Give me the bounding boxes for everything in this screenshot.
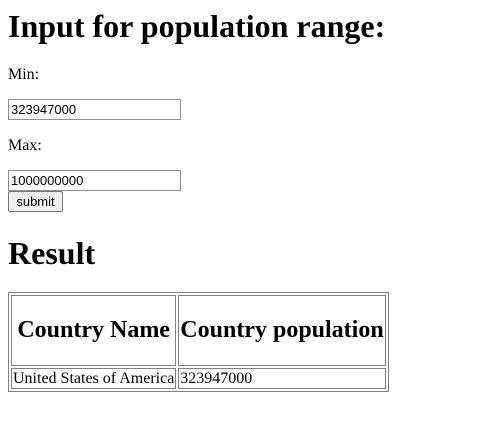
max-label: Max:: [8, 137, 42, 154]
cell-country-population: 323947000: [178, 368, 386, 389]
min-input[interactable]: [8, 99, 181, 120]
min-label: Min:: [8, 66, 40, 83]
max-input[interactable]: [8, 170, 181, 191]
table-header-row: Country Name Country population: [11, 295, 386, 366]
cell-country-name: United States of America: [11, 368, 177, 389]
column-header-country-name: Country Name: [11, 295, 177, 366]
result-heading: Result: [8, 235, 96, 271]
submit-button[interactable]: submit: [8, 191, 63, 212]
result-table: Country Name Country population United S…: [8, 292, 389, 392]
column-header-country-population: Country population: [178, 295, 386, 366]
table-row: United States of America 323947000: [11, 368, 386, 389]
form-title: Input for population range:: [8, 8, 386, 44]
